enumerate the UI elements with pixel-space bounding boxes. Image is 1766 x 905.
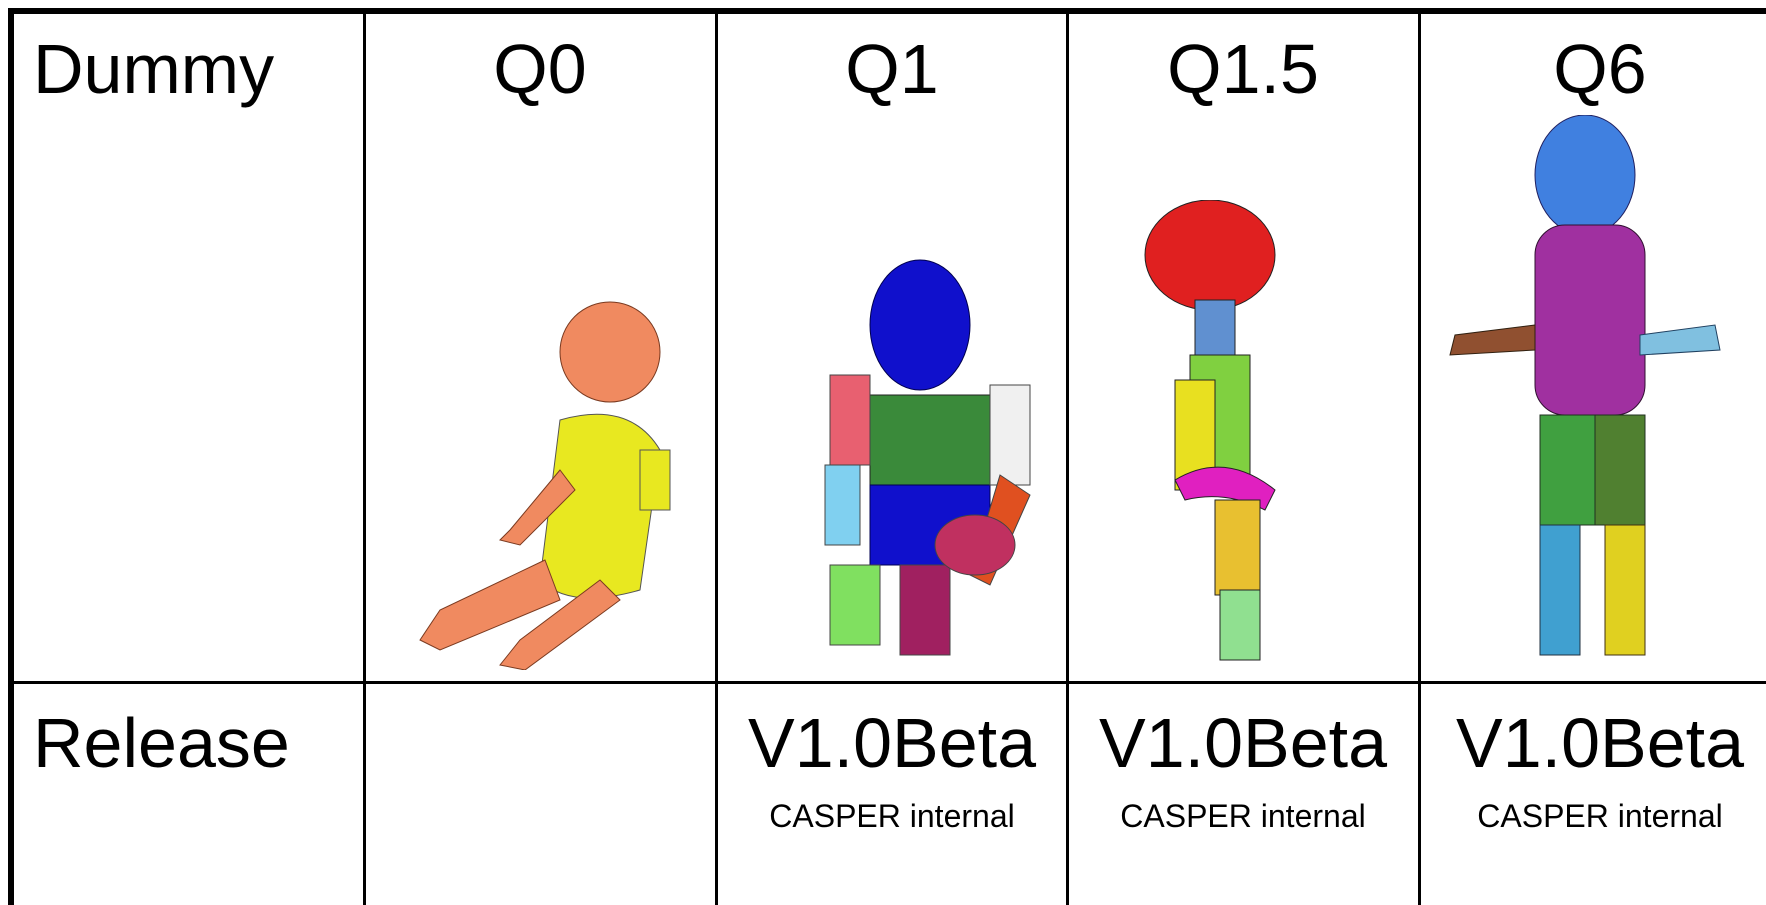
border-top <box>8 8 1766 14</box>
row-header: Dummy <box>33 30 275 108</box>
q1-5-figure <box>1144 200 1276 661</box>
q0-figure <box>419 301 671 670</box>
border-left <box>8 8 14 905</box>
column-header: Q6 <box>1553 30 1647 108</box>
q1-figure <box>824 259 1031 656</box>
row-header: Release <box>33 704 290 782</box>
column-header: Q1.5 <box>1167 30 1319 108</box>
column-divider <box>1066 8 1069 905</box>
note: CASPER internal <box>1120 798 1366 834</box>
note: CASPER internal <box>769 798 1015 834</box>
column-divider <box>715 8 718 905</box>
column-divider <box>1418 8 1421 905</box>
q6-figure <box>1449 115 1721 656</box>
version: V1.0Beta <box>1099 704 1387 782</box>
version: V1.0Beta <box>748 704 1036 782</box>
column-divider <box>363 8 366 905</box>
column-header: Q0 <box>493 30 587 108</box>
version: V1.0Beta <box>1456 704 1744 782</box>
note: CASPER internal <box>1477 798 1723 834</box>
row-divider <box>8 681 1766 684</box>
column-header: Q1 <box>845 30 939 108</box>
